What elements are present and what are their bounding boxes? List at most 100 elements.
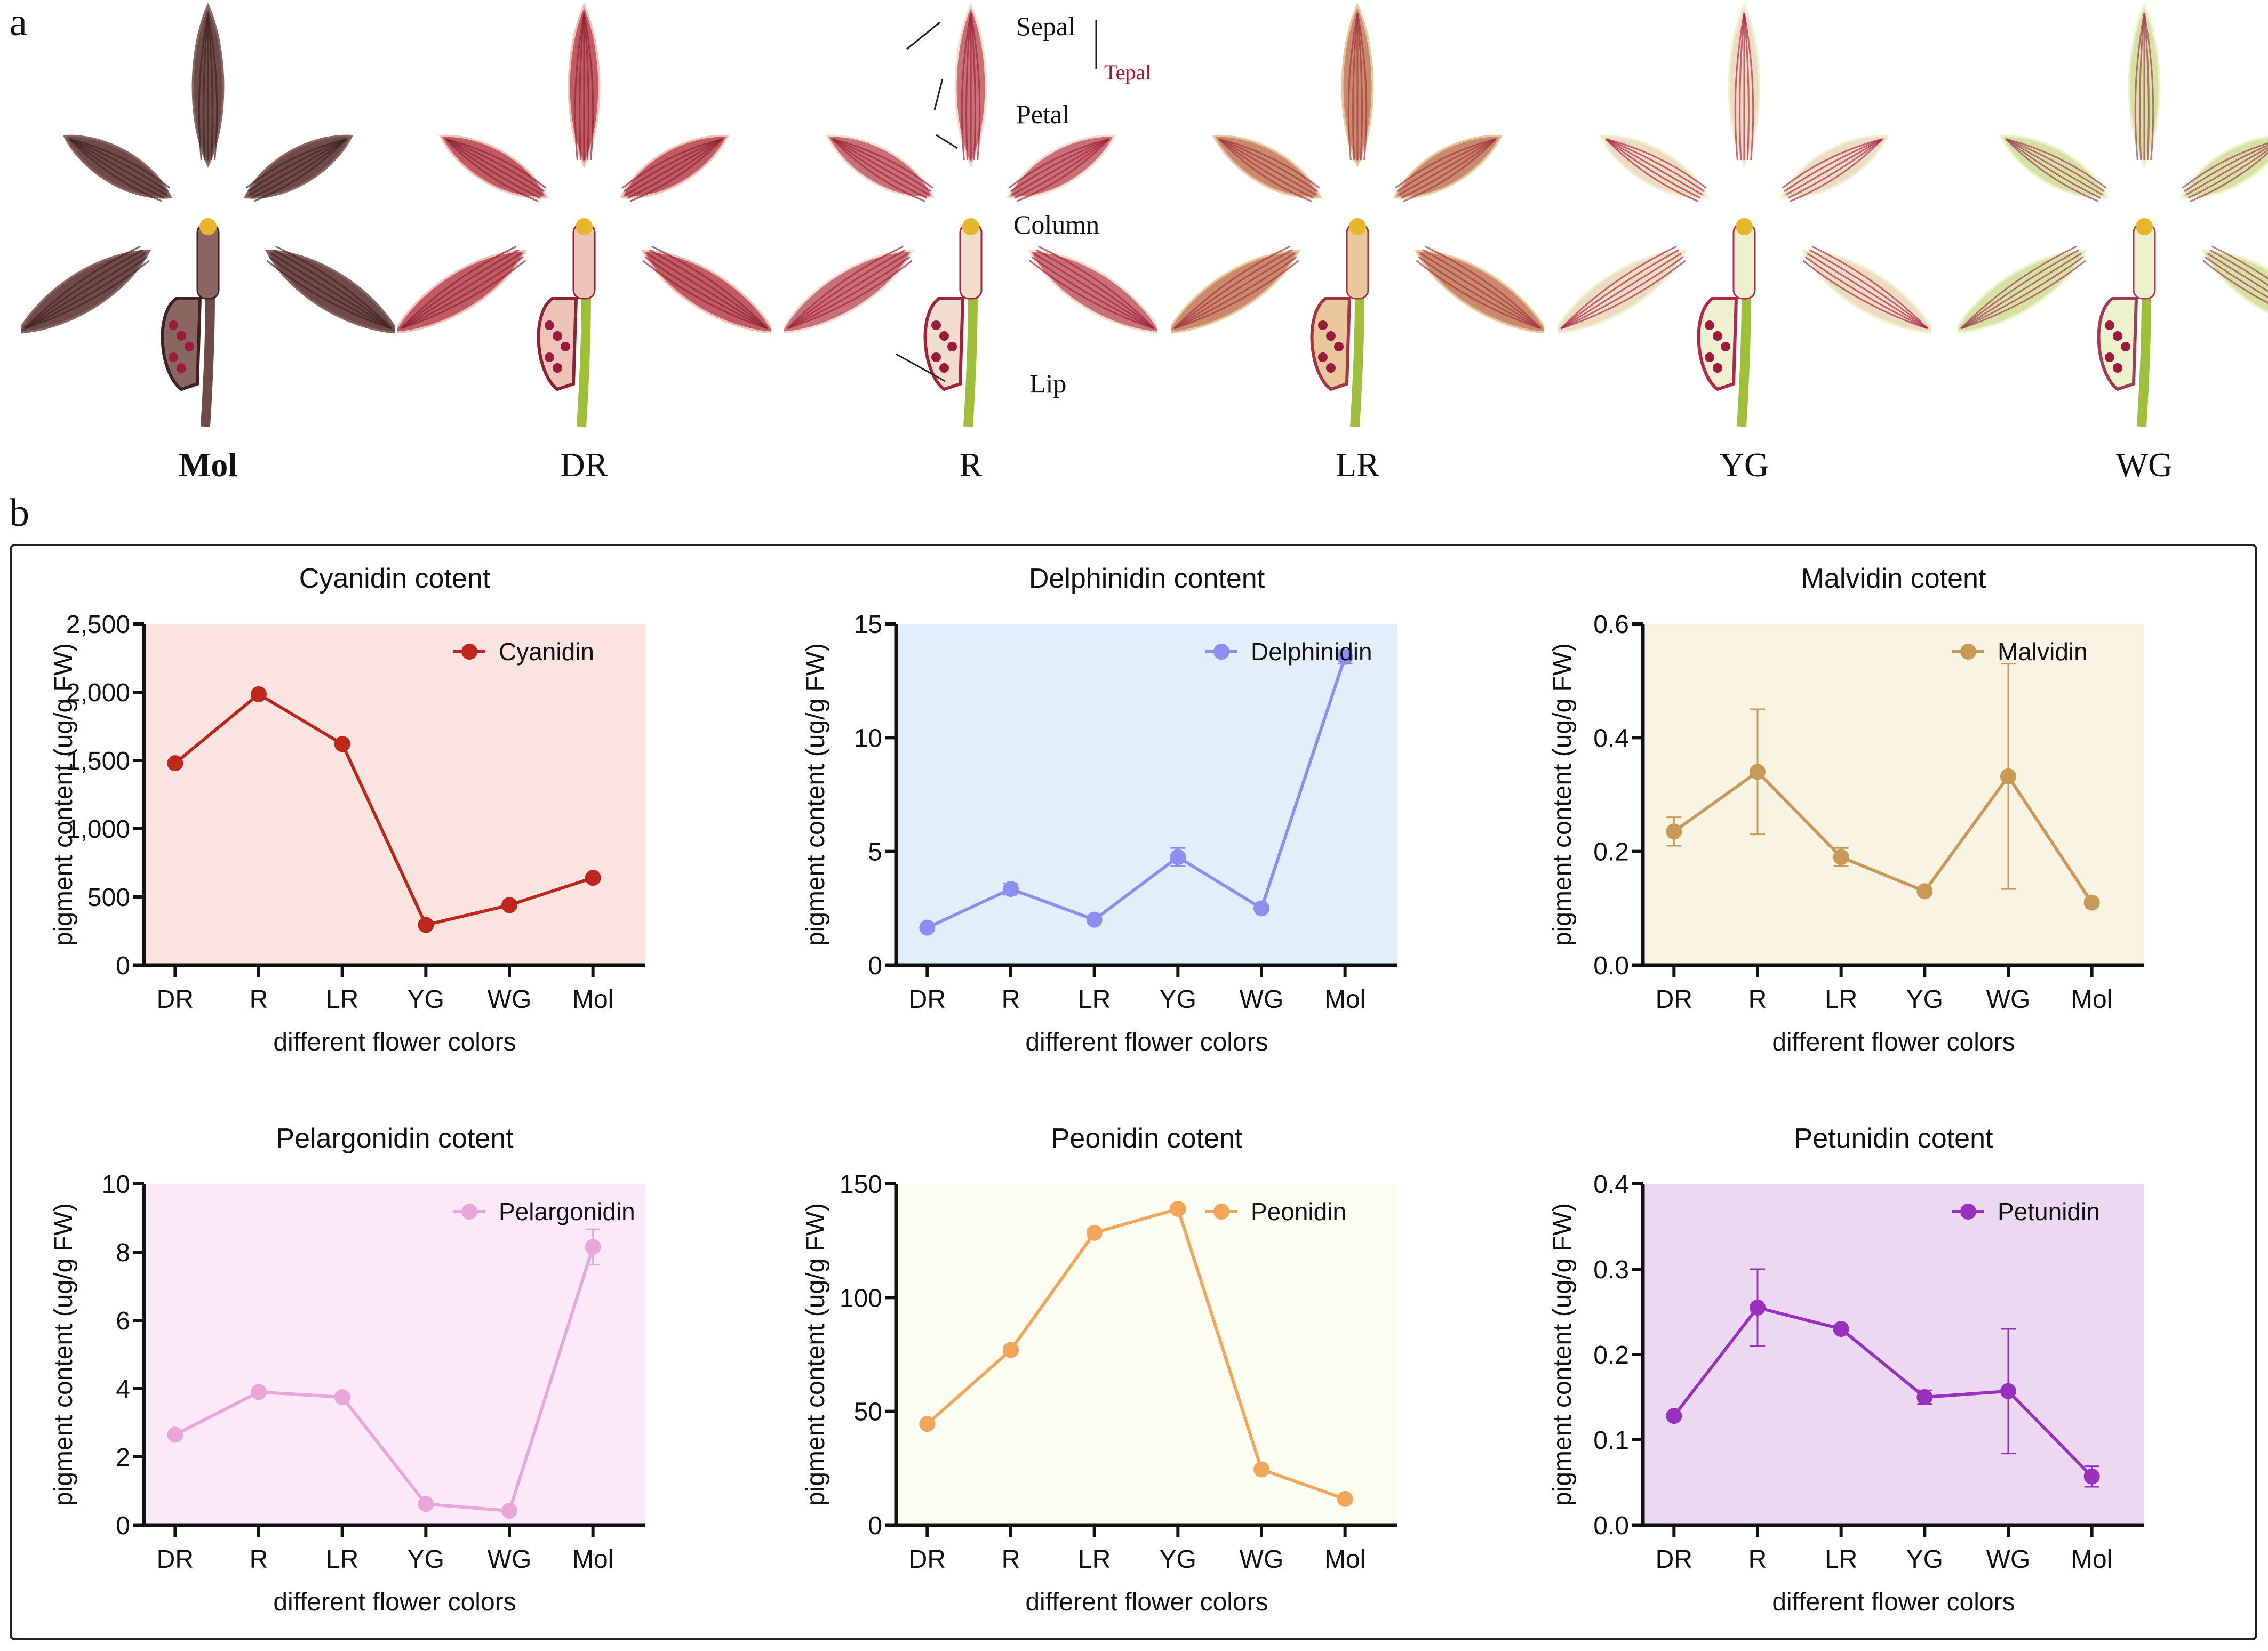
lip-spot bbox=[939, 331, 949, 341]
x-tick-label: Mol bbox=[572, 1545, 613, 1574]
lip-spot bbox=[1721, 342, 1730, 351]
data-point-lr bbox=[1833, 849, 1849, 865]
y-tick-label: 0 bbox=[116, 1512, 130, 1540]
y-tick-label: 0 bbox=[116, 952, 130, 980]
x-tick-label: Mol bbox=[2071, 1545, 2112, 1574]
data-point-mol bbox=[2083, 1468, 2100, 1485]
legend-label: Cyanidin bbox=[499, 638, 594, 666]
chart-cyanidin: Cyanidin cotent 0 500 1,000 1,500 2,000 2,500 D… bbox=[21, 555, 757, 1067]
lip bbox=[1310, 297, 1352, 391]
legend-label: Petunidin bbox=[1998, 1198, 2100, 1225]
data-point-wg bbox=[2000, 1383, 2016, 1399]
series-line bbox=[926, 1207, 1346, 1501]
annotation-tepal: Tepal bbox=[1104, 60, 1152, 84]
legend-marker bbox=[1213, 644, 1229, 660]
data-point-yg bbox=[1916, 883, 1933, 900]
data-point-mol bbox=[585, 1239, 601, 1255]
lip bbox=[1697, 297, 1738, 391]
data-point-dr bbox=[167, 1426, 183, 1443]
anther-cap bbox=[1349, 218, 1366, 235]
y-tick-label: 0.2 bbox=[1593, 1341, 1629, 1369]
lip-spot bbox=[1326, 363, 1336, 373]
x-axis-label: different flower colors bbox=[273, 1028, 516, 1056]
left-lateral-sepal bbox=[392, 245, 528, 334]
flower-photo-dr bbox=[392, 0, 776, 437]
legend-marker bbox=[461, 1204, 477, 1220]
series-line bbox=[174, 1246, 595, 1513]
data-point-r bbox=[251, 686, 267, 702]
flower-label-wg: WG bbox=[2115, 446, 2173, 484]
x-tick-label: YG bbox=[408, 985, 444, 1014]
left-petal bbox=[438, 134, 549, 202]
data-point-wg bbox=[501, 897, 517, 913]
dorsal-sepal bbox=[568, 3, 601, 168]
annotation-petal: Petal bbox=[1016, 99, 1069, 129]
lip-spot bbox=[1705, 320, 1714, 330]
data-point-r bbox=[1750, 1300, 1766, 1316]
dorsal-sepal bbox=[954, 3, 987, 168]
data-point-dr bbox=[167, 755, 183, 772]
lip-spot bbox=[169, 320, 178, 330]
data-point-lr bbox=[1833, 1321, 1849, 1337]
series-line bbox=[1673, 770, 2094, 904]
x-axis-label: different flower colors bbox=[1772, 1588, 2015, 1616]
flower-label-lr: LR bbox=[1336, 446, 1379, 484]
dorsal-sepal bbox=[1341, 3, 1374, 168]
chart-malvidin: Malvidin cotent 0.0 0.2 0.4 0.6 DR R LR YG WG Mol d… bbox=[1520, 555, 2256, 1067]
lip-spot bbox=[177, 363, 186, 373]
chart-title: Peonidin cotent bbox=[1051, 1123, 1243, 1154]
flower-photo-yg bbox=[1552, 0, 1936, 437]
x-tick-label: Mol bbox=[1324, 1545, 1365, 1574]
lip-spot bbox=[177, 331, 186, 341]
y-tick-label: 0.0 bbox=[1593, 952, 1629, 980]
chart-delphinidin: Delphinidin content 0 5 10 15 DR R LR YG WG Mol dif… bbox=[773, 555, 1510, 1067]
y-tick-label: 0 bbox=[868, 1512, 882, 1540]
y-tick-label: 0.2 bbox=[1593, 838, 1629, 867]
x-tick-label: LR bbox=[1078, 1545, 1111, 1574]
data-point-wg bbox=[501, 1503, 517, 1519]
series-line bbox=[927, 656, 1347, 929]
data-point-yg bbox=[418, 1496, 434, 1512]
y-tick-label: 0.4 bbox=[1593, 1171, 1629, 1199]
y-tick-label: 500 bbox=[87, 884, 130, 912]
data-point-lr bbox=[334, 1389, 350, 1405]
legend-marker bbox=[1960, 1204, 1976, 1220]
plot-background bbox=[1643, 1184, 2144, 1525]
x-tick-label: R bbox=[1002, 1545, 1020, 1574]
dorsal-sepal bbox=[2128, 3, 2161, 168]
left-lateral-sepal bbox=[779, 245, 914, 334]
data-point-r bbox=[251, 1384, 267, 1400]
left-lateral-sepal bbox=[16, 245, 151, 334]
y-tick-label: 6 bbox=[116, 1307, 130, 1335]
x-tick-label: WG bbox=[1986, 1545, 2031, 1574]
right-petal bbox=[1779, 134, 1890, 202]
chart-petunidin: Petunidin cotent 0.0 0.1 0.2 0.3 0.4 DR R LR YG WG… bbox=[1520, 1115, 2256, 1626]
x-tick-label: R bbox=[250, 1545, 268, 1574]
anther-cap bbox=[962, 218, 979, 235]
x-tick-label: WG bbox=[488, 1545, 532, 1574]
left-petal bbox=[1999, 134, 2109, 202]
chart-peonidin: Peonidin cotent 0 50 100 150 DR R LR YG WG Mol diff… bbox=[773, 1115, 1510, 1626]
legend-label: Peonidin bbox=[1251, 1198, 1346, 1225]
y-tick-label: 1,500 bbox=[66, 747, 130, 775]
x-tick-label: R bbox=[250, 985, 268, 1014]
flower-label-dr: DR bbox=[560, 446, 608, 484]
y-tick-label: 5 bbox=[868, 838, 882, 867]
dorsal-sepal bbox=[191, 3, 225, 168]
x-tick-label: YG bbox=[408, 1545, 444, 1574]
series-line bbox=[1672, 1305, 2093, 1478]
flower-label-yg: YG bbox=[1719, 446, 1769, 484]
data-point-lr bbox=[334, 736, 350, 752]
x-tick-label: R bbox=[1002, 985, 1020, 1014]
chart-title: Pelargonidin cotent bbox=[276, 1123, 514, 1154]
y-tick-label: 0.1 bbox=[1593, 1426, 1629, 1455]
x-tick-label: DR bbox=[909, 985, 946, 1014]
x-tick-label: WG bbox=[1240, 1545, 1284, 1574]
y-tick-label: 150 bbox=[840, 1171, 882, 1199]
anther-cap bbox=[1736, 218, 1753, 235]
right-petal bbox=[243, 134, 354, 202]
legend-label: Malvidin bbox=[1998, 638, 2088, 666]
chart-title: Delphinidin content bbox=[1029, 563, 1265, 594]
legend-label: Pelargonidin bbox=[499, 1198, 635, 1225]
y-axis-label: pigment content (ug/g FW) bbox=[802, 643, 830, 946]
